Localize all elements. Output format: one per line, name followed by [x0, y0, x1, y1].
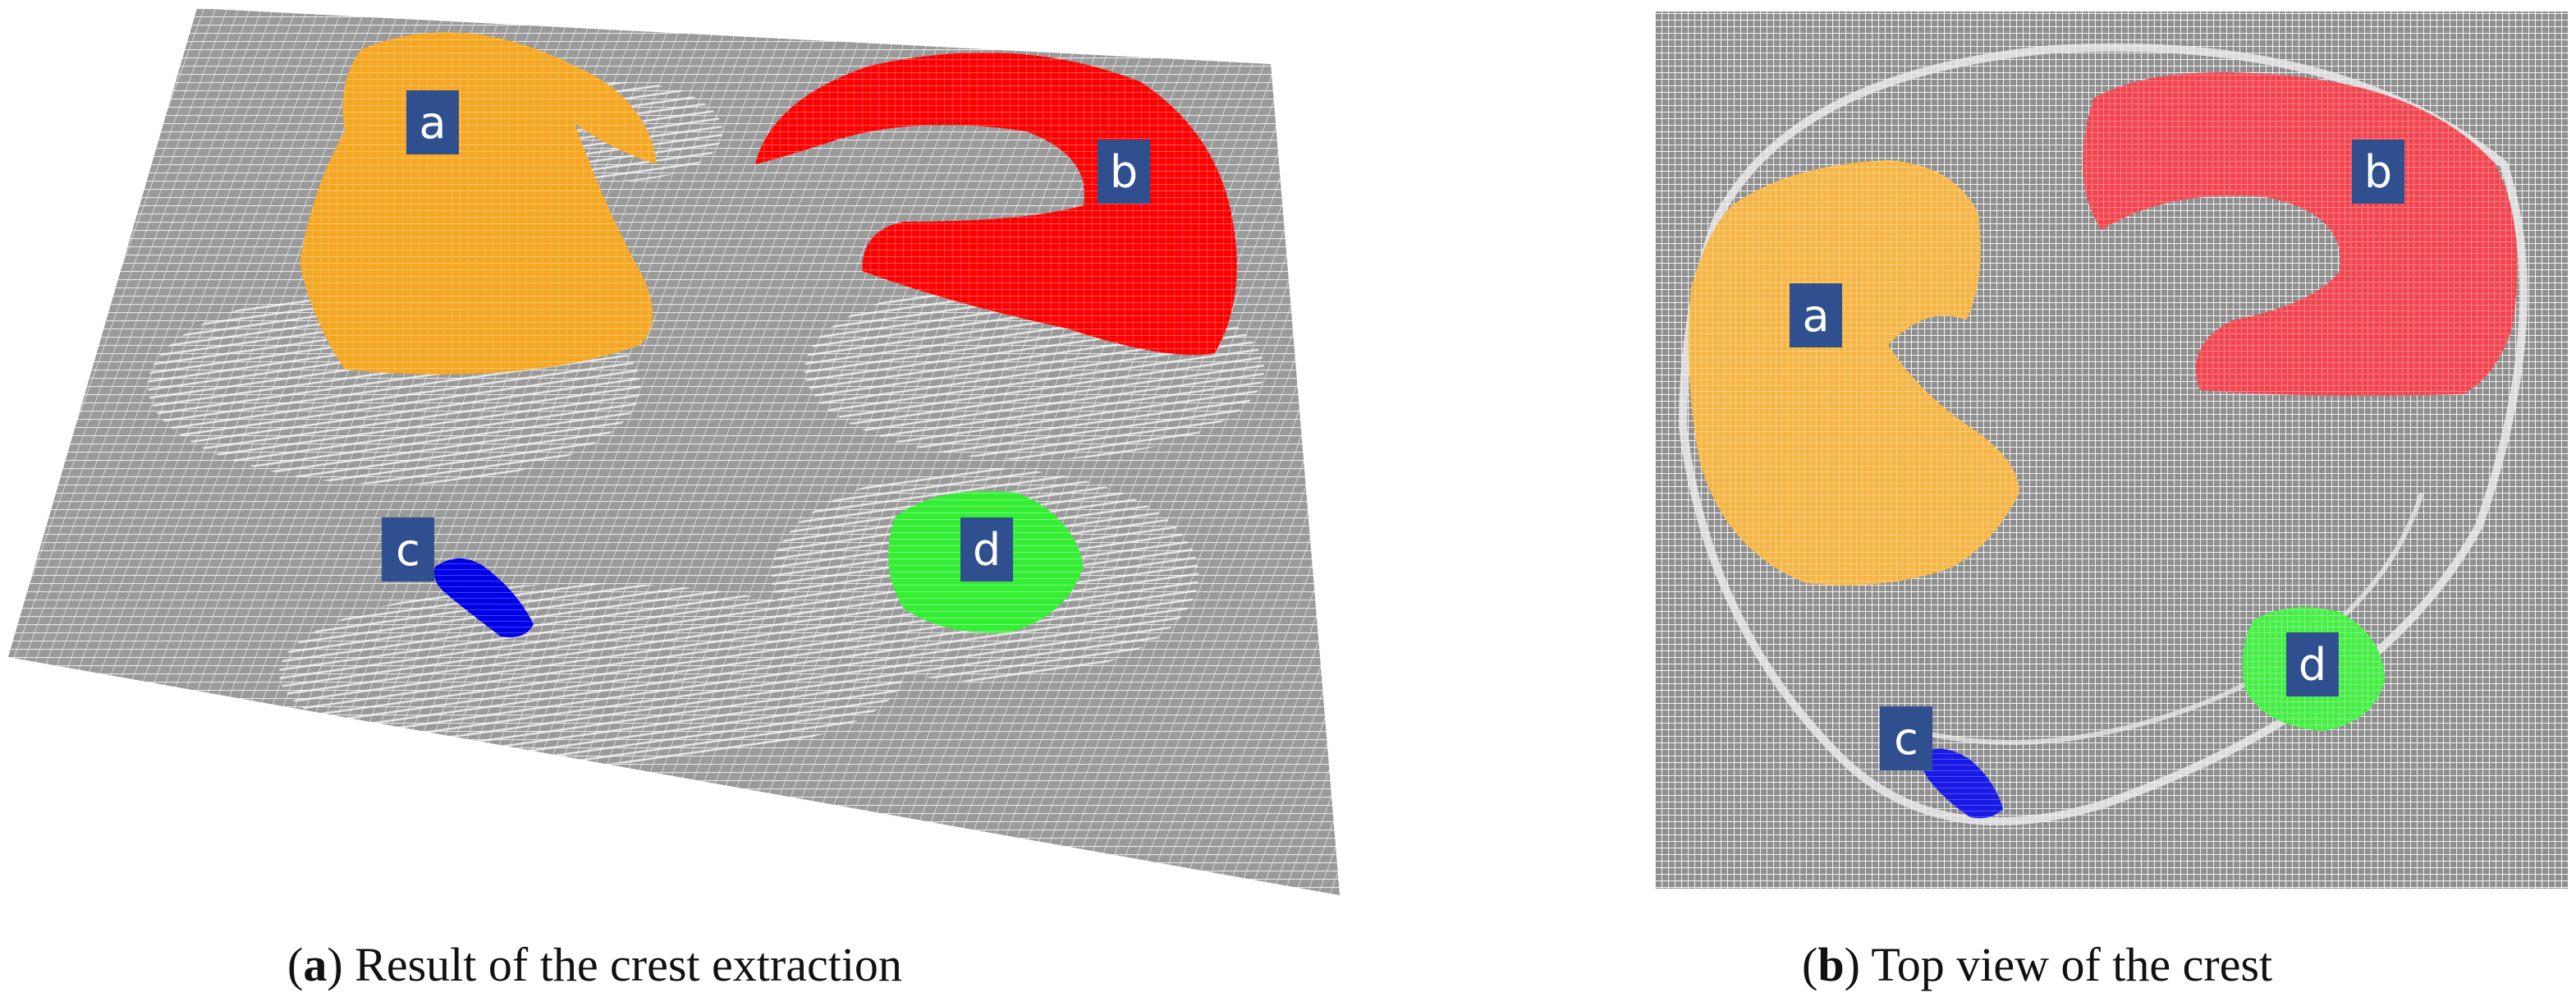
label-text: b: [1110, 146, 1138, 198]
crater-rim: [1678, 43, 2528, 825]
caption-a-text: Result of the crest extraction: [355, 938, 902, 991]
caption-b-text: Top view of the crest: [1871, 938, 2273, 991]
region-b-3d: [755, 53, 1237, 355]
label-a-a: a: [406, 90, 459, 154]
region-a-top: [1688, 160, 2019, 586]
label-box: [960, 517, 1013, 581]
label-box: [1098, 140, 1150, 204]
label-a-d: d: [960, 517, 1013, 581]
caption-b: (b) Top view of the crest: [1802, 938, 2273, 991]
label-box: [2352, 140, 2404, 204]
panel-b-top-view: [1655, 11, 2568, 889]
label-text: b: [2364, 146, 2392, 198]
crater-inner: [1887, 492, 2424, 745]
label-box: [382, 517, 434, 581]
label-box: [2286, 632, 2339, 696]
label-b-b: b: [2352, 140, 2404, 204]
label-b-d: d: [2286, 632, 2339, 696]
label-a-c: c: [382, 517, 434, 581]
label-text: a: [1802, 290, 1829, 342]
region-b-top: [2083, 72, 2518, 396]
region-a-3d: [300, 32, 657, 375]
region-c-3d: [433, 558, 534, 637]
label-text: c: [396, 524, 420, 576]
region-labels: a b c d a b c d: [382, 90, 2404, 770]
label-text: d: [973, 524, 1001, 576]
label-b-a: a: [1790, 283, 1842, 347]
label-text: d: [2299, 639, 2326, 691]
label-a-b: b: [1098, 140, 1150, 204]
caption-a-label: a: [303, 938, 328, 991]
label-text: a: [419, 97, 446, 149]
region-c-top: [1922, 748, 2003, 819]
label-box: [1790, 283, 1842, 347]
caption-b-label: b: [1817, 938, 1845, 991]
caption-a: (a) Result of the crest extraction: [287, 938, 902, 991]
label-text: c: [1894, 713, 1918, 765]
label-b-c: c: [1880, 706, 1932, 770]
label-box: [406, 90, 459, 154]
label-box: [1880, 706, 1932, 770]
